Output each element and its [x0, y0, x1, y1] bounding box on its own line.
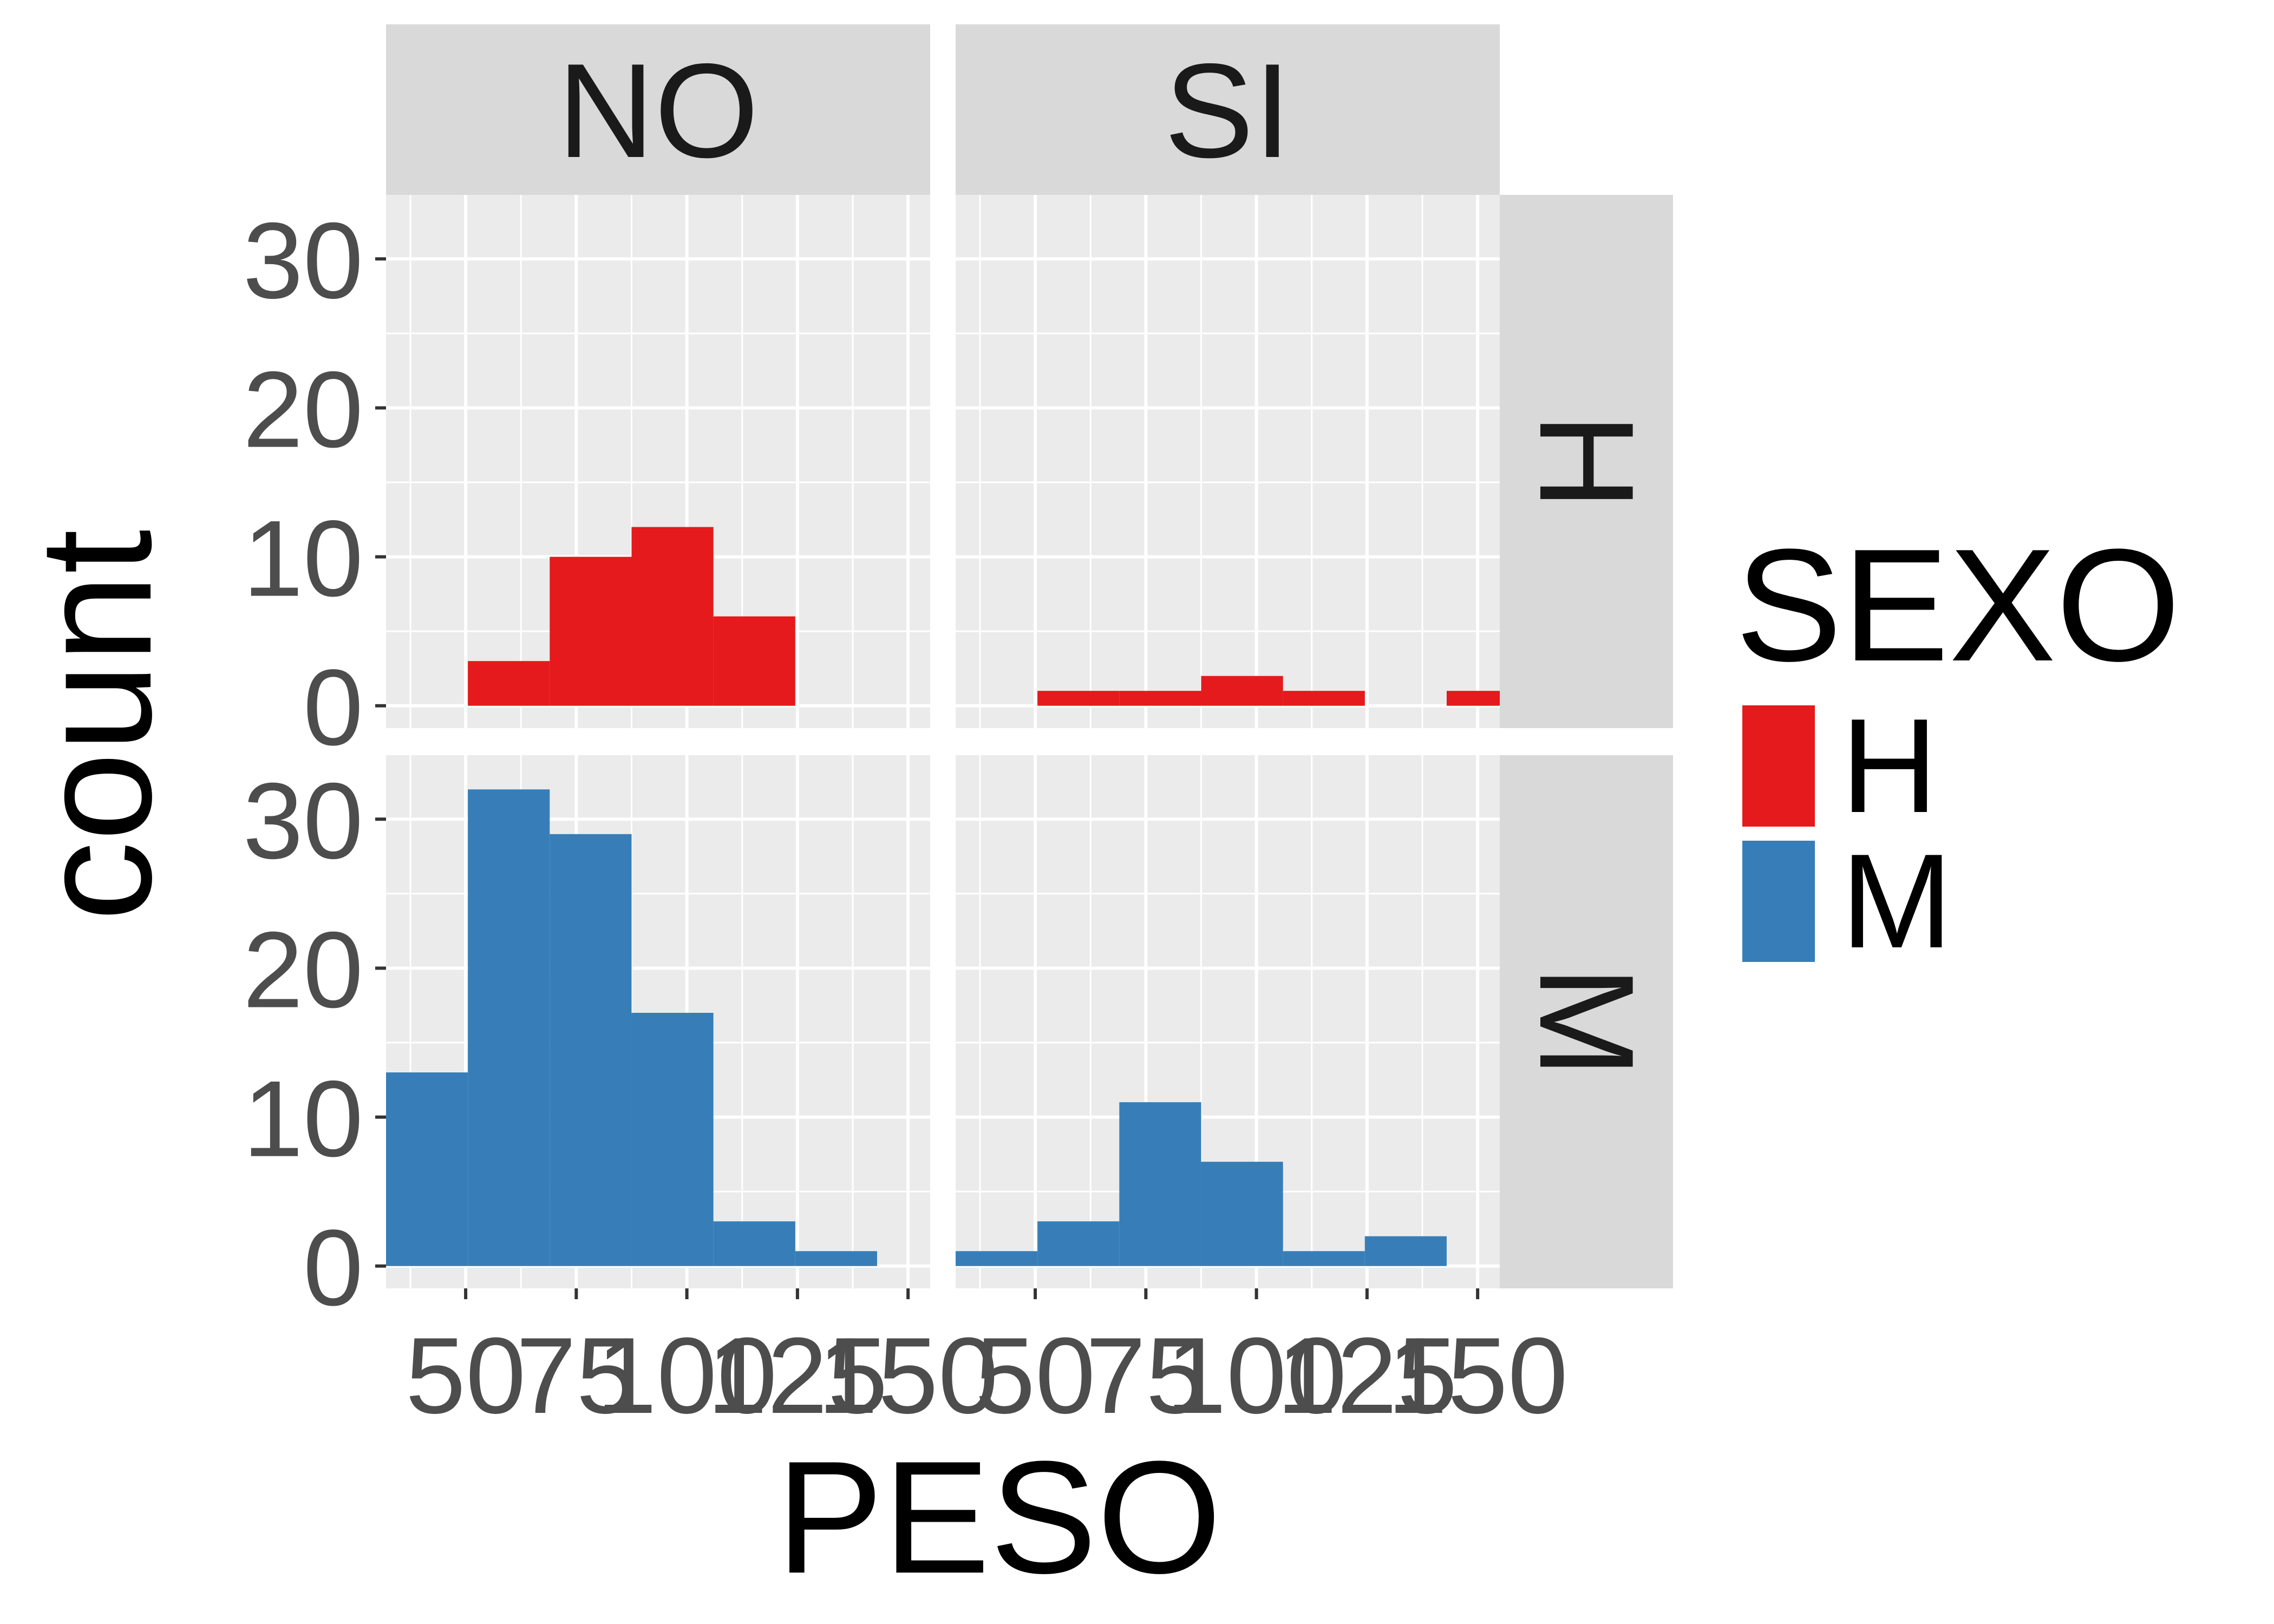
strips-layer: NO SI H M — [386, 24, 1673, 1288]
x-tick-label: 125 — [707, 1315, 888, 1436]
panel-SI-H — [956, 195, 1529, 728]
strip-background — [1500, 195, 1673, 728]
panel-NO-M — [386, 755, 930, 1288]
histogram-bar — [1283, 1251, 1365, 1266]
legend-key-swatch — [1739, 702, 1818, 830]
histogram-bar — [713, 1221, 795, 1266]
y-tick-label: 0 — [303, 647, 363, 768]
panel-background — [956, 195, 1500, 728]
y-tick-label: 10 — [243, 499, 363, 619]
histogram-bar — [1037, 1221, 1120, 1266]
legend-item-M: M — [1739, 826, 1953, 976]
panel-NO-H — [386, 195, 930, 728]
histogram-bar — [1364, 1236, 1447, 1266]
histogram-bar — [1119, 691, 1201, 706]
strip-background — [386, 24, 930, 195]
y-tick-label: 30 — [243, 761, 363, 881]
histogram-bar — [631, 527, 714, 706]
legend-label: H — [1841, 690, 1938, 841]
y-axis-title: count — [5, 529, 185, 921]
x-axis-title: PESO — [776, 1427, 1222, 1607]
x-tick-label: 150 — [818, 1315, 998, 1436]
histogram-bar — [631, 1012, 714, 1266]
x-tick-label: 100 — [1166, 1315, 1347, 1436]
y-tick-label: 30 — [243, 200, 363, 321]
x-tick-label: 75 — [1086, 1315, 1206, 1436]
histogram-bar — [713, 616, 795, 706]
legend-item-H: H — [1739, 690, 1938, 841]
histogram-bar — [1037, 691, 1120, 706]
strip-label: H — [1512, 413, 1662, 510]
histogram-bar — [468, 789, 550, 1266]
x-tick-label: 125 — [1277, 1315, 1458, 1436]
histogram-bar — [1283, 691, 1365, 706]
histogram-bar — [956, 1251, 1038, 1266]
strip-label: NO — [558, 35, 759, 186]
x-tick-label: 150 — [1387, 1315, 1568, 1436]
histogram-bar — [1201, 1162, 1283, 1266]
x-tick-label: 50 — [975, 1315, 1095, 1436]
x-tick-label: 100 — [597, 1315, 777, 1436]
histogram-bar — [550, 556, 632, 706]
strip-col-NO: NO — [386, 24, 930, 195]
histogram-bar — [795, 1251, 877, 1266]
strip-label: M — [1512, 966, 1662, 1078]
panel-SI-M — [956, 755, 1500, 1288]
histogram-bar — [550, 834, 632, 1266]
histogram-bar — [386, 1072, 468, 1266]
legend-title: SEXO — [1735, 515, 2181, 695]
x-tick-label: 50 — [406, 1315, 526, 1436]
histogram-bar — [1201, 676, 1283, 706]
y-tick-label: 20 — [243, 909, 363, 1030]
strip-col-SI: SI — [956, 24, 1500, 195]
y-tick-label: 10 — [243, 1059, 363, 1180]
y-tick-label: 20 — [243, 349, 363, 470]
legend-label: M — [1841, 826, 1953, 976]
strip-row-H: H — [1500, 195, 1673, 728]
y-tick-label: 0 — [303, 1208, 363, 1328]
legend-key-swatch — [1739, 837, 1818, 965]
panels-layer — [386, 195, 1529, 1288]
strip-label: SI — [1164, 35, 1291, 186]
histogram-bar — [468, 661, 550, 706]
strip-background — [956, 24, 1500, 195]
strip-background — [1500, 755, 1673, 1288]
legend: SEXO HM — [1735, 515, 2181, 976]
histogram-bar — [1119, 1102, 1201, 1266]
x-tick-label: 75 — [516, 1315, 636, 1436]
strip-row-M: M — [1500, 755, 1673, 1288]
